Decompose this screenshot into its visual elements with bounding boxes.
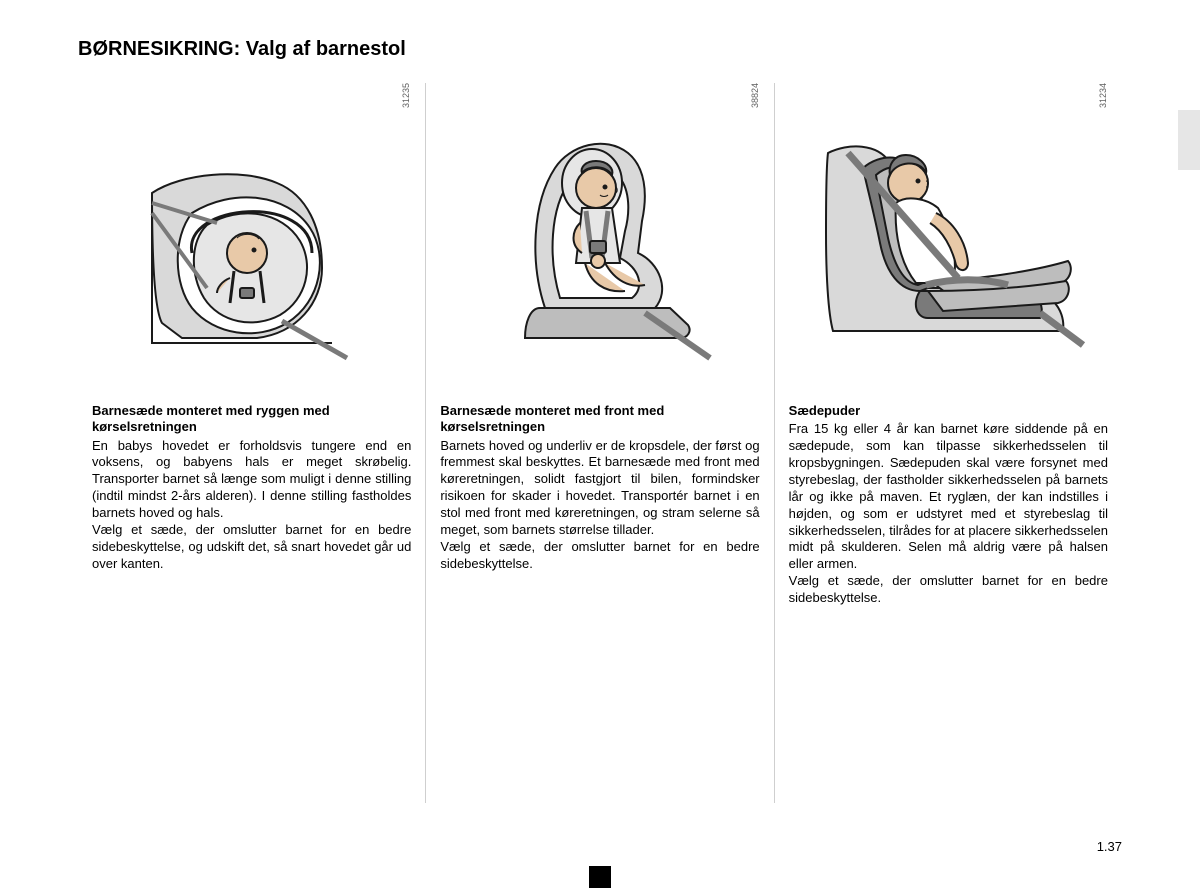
image-id-label: 31235 (401, 83, 411, 108)
image-id-label: 38824 (750, 83, 760, 108)
forward-facing-seat-icon (470, 113, 730, 373)
registration-mark (589, 866, 611, 888)
column-booster: 31234 (774, 83, 1122, 803)
illustration-box: 31234 (789, 83, 1108, 373)
booster-seat-icon (808, 113, 1088, 373)
column-body-text: Fra 15 kg eller 4 år kan barnet køre sid… (789, 421, 1108, 607)
column-body-text: Barnets hoved og underliv er de kropsdel… (440, 438, 759, 573)
page-title: BØRNESIKRING: Valg af barnestol (78, 38, 1122, 61)
image-id-label: 31234 (1098, 83, 1108, 108)
column-heading: Barnesæde monteret med front med kørsels… (440, 403, 759, 436)
manual-page: BØRNESIKRING: Valg af barnestol 31235 (0, 0, 1200, 888)
columns-container: 31235 (78, 83, 1122, 803)
illustration-box: 31235 (92, 83, 411, 373)
column-forward-facing: 38824 (425, 83, 773, 803)
illustration-box: 38824 (440, 83, 759, 373)
column-rear-facing: 31235 (78, 83, 425, 803)
rear-facing-seat-icon (122, 133, 382, 373)
column-heading: Sædepuder (789, 403, 1108, 419)
thumb-tab (1178, 110, 1200, 170)
column-body-text: En babys hovedet er forholdsvis tungere … (92, 438, 411, 573)
column-heading: Barnesæde monteret med ryggen med kørsel… (92, 403, 411, 436)
page-number: 1.37 (1097, 839, 1122, 854)
